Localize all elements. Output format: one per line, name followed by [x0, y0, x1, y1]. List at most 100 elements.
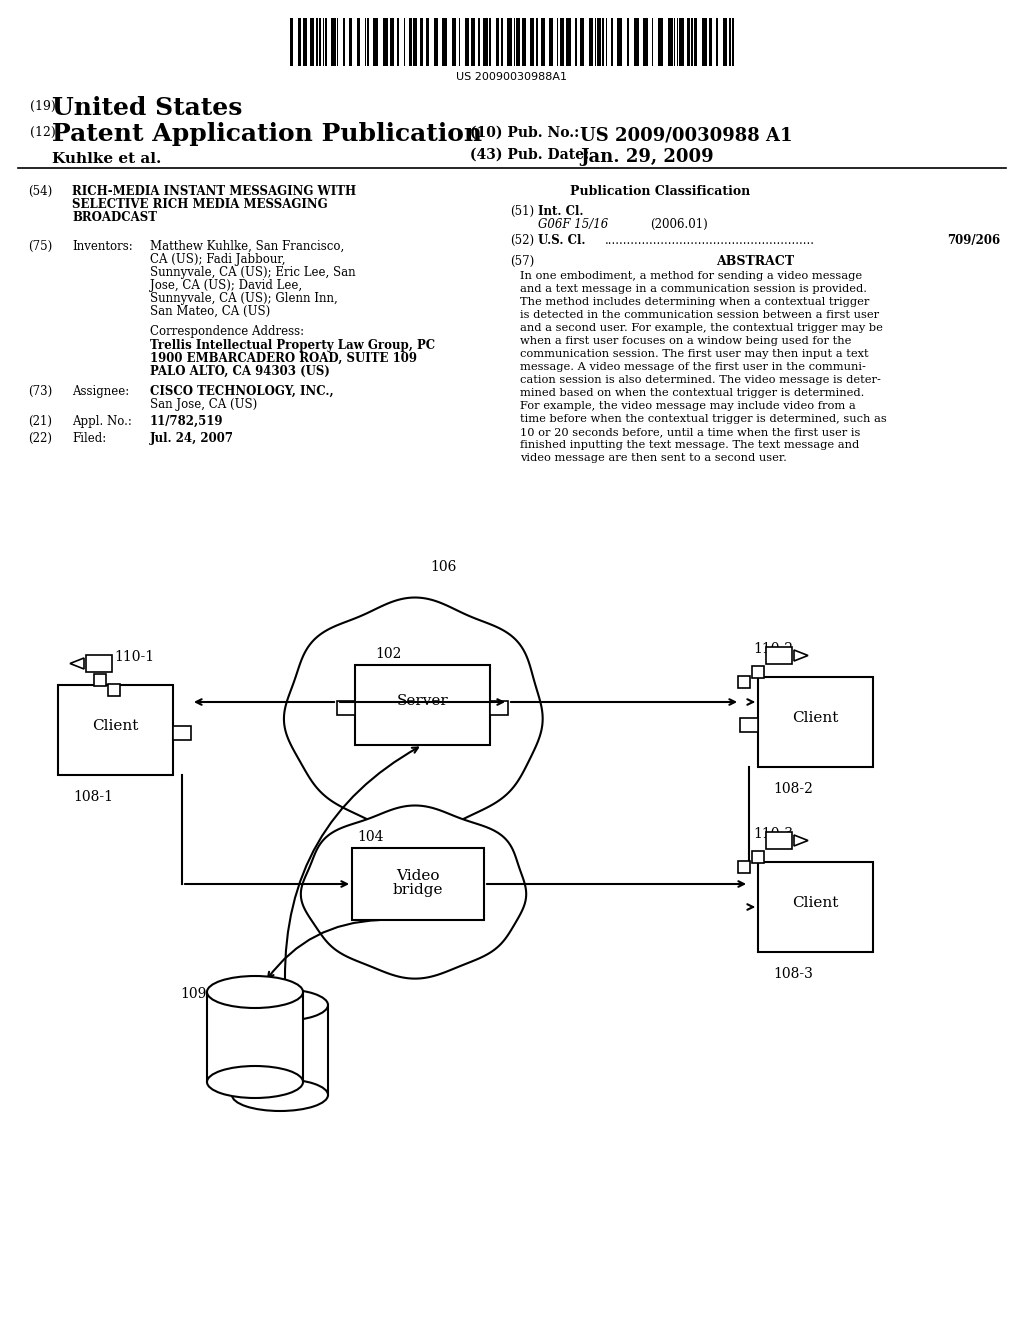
Text: Sunnyvale, CA (US); Eric Lee, San: Sunnyvale, CA (US); Eric Lee, San [150, 267, 355, 279]
Text: (43) Pub. Date:: (43) Pub. Date: [470, 148, 589, 162]
Bar [627, 18, 629, 66]
Bar [316, 18, 318, 66]
Text: 1900 EMBARCADERO ROAD, SUITE 109: 1900 EMBARCADERO ROAD, SUITE 109 [150, 352, 417, 366]
Text: BROADCAST: BROADCAST [72, 211, 157, 224]
Text: Appl. No.:: Appl. No.: [72, 414, 132, 428]
Bar [716, 18, 718, 66]
Bar [325, 18, 327, 66]
Bar [752, 667, 764, 678]
Text: US 2009/0030988 A1: US 2009/0030988 A1 [580, 125, 793, 144]
Text: communication session. The first user may then input a text: communication session. The first user ma… [520, 348, 868, 359]
Text: 110-1: 110-1 [114, 649, 155, 664]
Ellipse shape [207, 975, 303, 1008]
Text: The method includes determining when a contextual trigger: The method includes determining when a c… [520, 297, 869, 308]
Text: 110-2: 110-2 [753, 642, 793, 656]
Bar [679, 18, 684, 66]
Text: Assignee:: Assignee: [72, 385, 129, 399]
Text: (2006.01): (2006.01) [650, 218, 708, 231]
Text: In one embodiment, a method for sending a video message: In one embodiment, a method for sending … [520, 271, 862, 281]
Bar [752, 851, 764, 863]
Bar [452, 18, 456, 66]
Text: Trellis Intellectual Property Law Group, PC: Trellis Intellectual Property Law Group,… [150, 339, 435, 352]
Text: 106: 106 [430, 560, 457, 574]
Bar [549, 18, 553, 66]
Text: Video: Video [396, 869, 439, 883]
Polygon shape [794, 649, 808, 661]
Text: finished inputting the text message. The text message and: finished inputting the text message. The… [520, 440, 859, 450]
Text: (52): (52) [510, 234, 535, 247]
Bar [729, 18, 731, 66]
Text: Client: Client [793, 711, 839, 725]
Text: G06F 15/16: G06F 15/16 [538, 218, 608, 231]
Bar [634, 18, 639, 66]
Text: time before when the contextual trigger is determined, such as: time before when the contextual trigger … [520, 414, 887, 424]
Text: message. A video message of the first user in the communi-: message. A video message of the first us… [520, 362, 866, 372]
Bar [232, 1005, 328, 1096]
Bar [738, 676, 750, 688]
Bar [602, 18, 604, 66]
Text: ABSTRACT: ABSTRACT [716, 255, 794, 268]
Bar [732, 18, 734, 66]
Text: (21): (21) [28, 414, 52, 428]
Bar [496, 18, 499, 66]
Text: 102: 102 [375, 647, 401, 661]
Text: San Jose, CA (US): San Jose, CA (US) [150, 399, 257, 411]
Bar [290, 18, 293, 66]
Text: Int. Cl.: Int. Cl. [538, 205, 584, 218]
Bar [478, 18, 480, 66]
Text: cation session is also determined. The video message is deter-: cation session is also determined. The v… [520, 375, 881, 385]
Text: mined based on when the contextual trigger is determined.: mined based on when the contextual trigg… [520, 388, 864, 399]
Text: video message are then sent to a second user.: video message are then sent to a second … [520, 453, 786, 463]
Bar [319, 18, 321, 66]
Text: Sunnyvale, CA (US); Glenn Inn,: Sunnyvale, CA (US); Glenn Inn, [150, 292, 338, 305]
Bar [357, 18, 360, 66]
Bar [94, 675, 106, 686]
Bar [355, 665, 490, 744]
Bar [337, 701, 355, 715]
Text: Filed:: Filed: [72, 432, 106, 445]
Bar [611, 18, 613, 66]
Bar [643, 18, 648, 66]
Bar [390, 18, 394, 66]
Text: 11/782,519: 11/782,519 [150, 414, 223, 428]
Text: Publication Classification: Publication Classification [570, 185, 751, 198]
Text: CISCO TECHNOLOGY, INC.,: CISCO TECHNOLOGY, INC., [150, 385, 334, 399]
Bar [740, 718, 758, 733]
Bar [471, 18, 475, 66]
Bar [343, 18, 345, 66]
Bar [409, 18, 412, 66]
Text: Network: Network [381, 693, 449, 708]
Bar [766, 832, 792, 849]
Text: 110-3: 110-3 [753, 828, 793, 841]
Text: US 20090030988A1: US 20090030988A1 [457, 73, 567, 82]
Text: RICH-MEDIA INSTANT MESSAGING WITH: RICH-MEDIA INSTANT MESSAGING WITH [72, 185, 356, 198]
Bar [465, 18, 469, 66]
Ellipse shape [232, 1078, 328, 1111]
Text: Matthew Kuhlke, San Francisco,: Matthew Kuhlke, San Francisco, [150, 240, 344, 253]
Text: (75): (75) [28, 240, 52, 253]
Text: and a text message in a communication session is provided.: and a text message in a communication se… [520, 284, 867, 294]
Text: Jan. 29, 2009: Jan. 29, 2009 [580, 148, 714, 166]
Ellipse shape [207, 1067, 303, 1098]
Bar [691, 18, 693, 66]
Bar [207, 993, 303, 1082]
Bar [383, 18, 388, 66]
Text: 108-3: 108-3 [773, 968, 813, 981]
Text: Patent Application Publication: Patent Application Publication [52, 121, 482, 147]
Bar [426, 18, 429, 66]
Bar [530, 18, 534, 66]
Polygon shape [794, 836, 808, 846]
Text: and a second user. For example, the contextual trigger may be: and a second user. For example, the cont… [520, 323, 883, 333]
Bar [566, 18, 571, 66]
Polygon shape [70, 657, 84, 669]
Bar [331, 18, 336, 66]
Text: is detected in the communication session between a first user: is detected in the communication session… [520, 310, 880, 319]
Bar [766, 647, 792, 664]
Bar [709, 18, 712, 66]
Text: (57): (57) [510, 255, 535, 268]
Bar [723, 18, 727, 66]
Text: (54): (54) [28, 185, 52, 198]
Bar [516, 18, 520, 66]
Text: For example, the video message may include video from a: For example, the video message may inclu… [520, 401, 856, 411]
Bar [58, 685, 173, 775]
